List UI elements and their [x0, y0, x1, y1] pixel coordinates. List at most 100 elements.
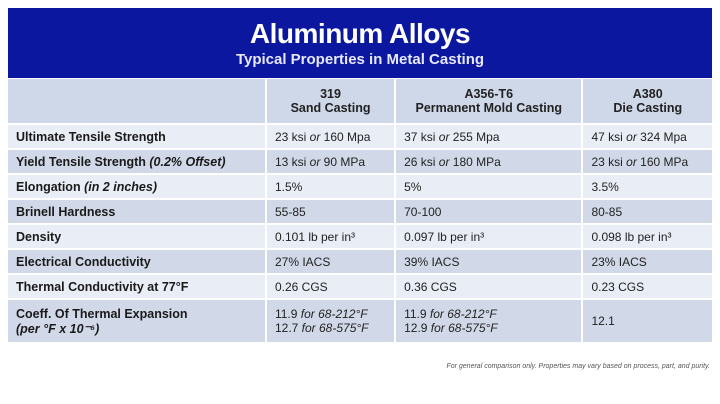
text-segment: 27% IACS [274, 254, 331, 269]
text-segment: for 68-212°F [429, 307, 497, 321]
text-segment: (0.2% Offset) [149, 154, 226, 169]
label-line: (per °F x 10⁻⁶) [16, 321, 257, 336]
text-segment: 23% IACS [591, 254, 647, 269]
property-label: Coeff. Of Thermal Expansion (per °F x 10⁻… [8, 299, 266, 344]
property-label: Thermal Conductivity at 77°F [8, 274, 266, 300]
text-segment: 37 ksi [404, 129, 439, 144]
value-cell: 0.097 lb per in³ [394, 224, 583, 250]
value-cell: 0.098 lb per in³ [581, 224, 712, 250]
value-cell: 12.1 [581, 299, 712, 344]
value-line: 12.7 for 68-575°F [275, 321, 386, 335]
value-line: 12.1 [591, 314, 704, 328]
value-line: 0.23 CGS [591, 280, 704, 294]
value-cell: 11.9 for 68-212°F 12.9 for 68-575°F [394, 299, 583, 344]
text-segment: Elongation [16, 179, 85, 194]
text-segment: Brinell Hardness [16, 204, 116, 219]
value-line: 1.5% [275, 180, 386, 194]
text-segment: 0.097 lb per in³ [404, 229, 485, 244]
properties-table: 319 Sand Casting A356-T6 Permanent Mold Cas… [8, 79, 712, 344]
text-segment: or [309, 129, 321, 144]
value-line: 26 ksi or 180 MPa [404, 155, 573, 169]
text-segment: Yield Tensile Strength [16, 154, 150, 169]
value-cell: 70-100 [394, 199, 583, 225]
text-segment: 0.36 CGS [404, 279, 457, 294]
text-segment: Thermal Conductivity at 77°F [16, 279, 189, 294]
table-row: Thermal Conductivity at 77°F 0.26 CGS 0.36… [8, 274, 712, 300]
text-segment: for 68-575°F [430, 321, 498, 335]
table-row: Brinell Hardness 55-85 70-100 80-85 [8, 199, 712, 225]
value-cell: 27% IACS [264, 249, 396, 275]
header-row: 319 Sand Casting A356-T6 Permanent Mold Cas… [8, 79, 712, 125]
text-segment: 0.098 lb per in³ [591, 229, 672, 244]
property-label: Brinell Hardness [8, 199, 266, 225]
property-label: Elongation (in 2 inches) [8, 174, 266, 200]
text-segment: 11.9 [274, 307, 301, 321]
table-row: Elongation (in 2 inches) 1.5% 5% 3.5% [8, 174, 712, 200]
text-segment: Density [16, 229, 62, 244]
value-cell: 23% IACS [581, 249, 712, 275]
text-segment: or [438, 154, 450, 169]
value-cell: 0.36 CGS [394, 274, 583, 300]
text-segment: 13 ksi [274, 154, 310, 169]
value-line: 37 ksi or 255 Mpa [404, 130, 573, 144]
text-segment: 5% [404, 179, 422, 194]
text-segment: 180 MPa [449, 154, 501, 169]
value-line: 80-85 [591, 205, 704, 219]
text-segment: 0.101 lb per in³ [274, 229, 356, 244]
alloy-name: A356-T6 [464, 87, 514, 101]
text-segment: 70-100 [404, 204, 442, 219]
casting-method: Sand Casting [290, 101, 371, 115]
text-segment: 26 ksi [404, 154, 439, 169]
value-cell: 5% [394, 174, 583, 200]
text-segment: 55-85 [274, 204, 306, 219]
text-segment: 23 ksi [591, 154, 627, 169]
text-segment: 0.23 CGS [591, 279, 645, 294]
text-segment: for 68-212°F [300, 307, 368, 321]
label-line: Elongation (in 2 inches) [16, 180, 257, 194]
value-line: 23 ksi or 160 Mpa [275, 130, 386, 144]
value-line: 23% IACS [591, 255, 704, 269]
text-segment: 12.9 [404, 321, 431, 335]
value-cell: 0.101 lb per in³ [264, 224, 396, 250]
value-line: 0.098 lb per in³ [591, 230, 704, 244]
value-line: 0.36 CGS [404, 280, 573, 294]
value-cell: 47 ksi or 324 Mpa [581, 124, 712, 150]
value-line: 0.101 lb per in³ [275, 230, 386, 244]
text-segment: (per °F x 10⁻⁶) [16, 321, 100, 336]
table-row: Ultimate Tensile Strength 23 ksi or 160 M… [8, 124, 712, 150]
table-row: Yield Tensile Strength (0.2% Offset) 13 k… [8, 149, 712, 175]
text-segment: 3.5% [591, 179, 619, 194]
text-segment: 255 Mpa [449, 129, 500, 144]
value-line: 11.9 for 68-212°F [404, 307, 573, 321]
label-line: Thermal Conductivity at 77°F [16, 280, 257, 294]
text-segment: or [626, 129, 637, 144]
value-cell: 26 ksi or 180 MPa [394, 149, 583, 175]
alloy-name: 319 [320, 87, 341, 101]
value-cell: 1.5% [264, 174, 396, 200]
text-segment: for 68-575°F [301, 321, 369, 335]
label-line: Density [16, 230, 257, 244]
alloy-name: A380 [632, 87, 663, 101]
text-segment: 160 MPa [636, 154, 689, 169]
footnote: For general comparison only. Properties … [446, 363, 710, 370]
value-line: 47 ksi or 324 Mpa [591, 130, 704, 144]
text-segment: (in 2 inches) [84, 179, 157, 194]
label-line: Brinell Hardness [16, 205, 257, 219]
text-segment: or [309, 154, 321, 169]
label-line: Yield Tensile Strength (0.2% Offset) [16, 155, 257, 169]
header-blank [8, 79, 266, 125]
value-line: 23 ksi or 160 MPa [591, 155, 704, 169]
value-cell: 11.9 for 68-212°F 12.7 for 68-575°F [264, 299, 396, 344]
page-subtitle: Typical Properties in Metal Casting [235, 51, 485, 68]
casting-method: Die Casting [613, 101, 683, 115]
value-line: 70-100 [404, 205, 573, 219]
text-segment: 47 ksi [591, 129, 627, 144]
value-cell: 0.23 CGS [581, 274, 712, 300]
value-line: 13 ksi or 90 MPa [275, 155, 386, 169]
label-line: Electrical Conductivity [16, 255, 257, 269]
table-row: Coeff. Of Thermal Expansion (per °F x 10⁻… [8, 299, 712, 344]
text-segment: 1.5% [274, 179, 303, 194]
page-title: Aluminum Alloys [249, 18, 471, 49]
value-line: 5% [404, 180, 573, 194]
label-line: Coeff. Of Thermal Expansion [16, 307, 257, 321]
